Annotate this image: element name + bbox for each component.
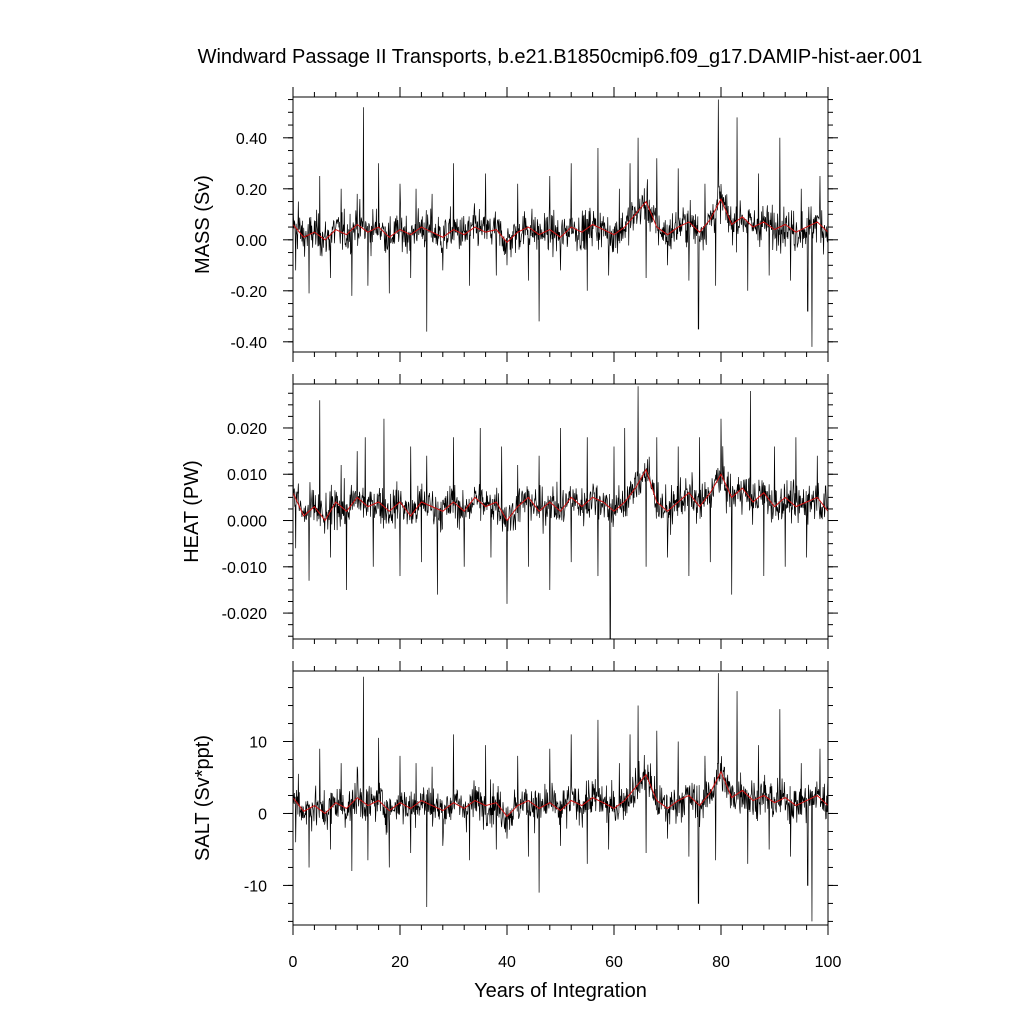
panel-mass: -0.40 -0.20 0.00 0.20 0.40 MASS (Sv) [192,87,838,362]
y-tick-label: -10 [244,878,267,895]
y-tick-label: 10 [249,735,267,752]
x-tick-label: 60 [605,954,623,971]
page-title: Windward Passage II Transports, b.e21.B1… [197,46,923,68]
x-tick-label: 40 [498,954,516,971]
y-axis-title: MASS (Sv) [192,175,214,274]
x-tick-label: 100 [815,954,842,971]
x-axis-title: Years of Integration [474,980,647,1002]
series-red-heat [293,468,828,522]
panel-heat: -0.020 -0.010 0.000 0.010 0.020 HEAT (PW) [181,374,838,649]
x-tick-label: 20 [391,954,409,971]
series-black-mass [293,99,828,347]
y-axis-title: SALT (Sv*ppt) [192,735,214,861]
y-tick-label: 0.20 [236,182,267,199]
y-tick-label: 0.00 [236,233,267,250]
y-tick-label: -0.020 [222,606,267,623]
x-tick-label: 80 [712,954,730,971]
y-tick-label: -0.40 [231,335,268,352]
y-tick-label: 0.40 [236,131,267,148]
y-tick-label: 0 [258,806,267,823]
series-red-salt [293,770,828,818]
panel-frame-mass [292,96,829,353]
y-axis-title: HEAT (PW) [181,460,203,563]
x-tick-label: 0 [289,954,298,971]
y-tick-label: 0.010 [227,467,267,484]
panel-frame-salt [292,670,829,926]
y-tick-label: -0.010 [222,560,267,577]
series-red-mass [293,197,828,244]
series-black-salt [293,673,828,922]
y-tick-label: 0.020 [227,421,267,438]
y-tick-label: 0.000 [227,514,267,531]
y-tick-label: -0.20 [231,284,268,301]
series-black-heat [293,386,828,639]
panel-frame-heat [292,383,829,640]
panel-salt: -10 0 10 SALT (Sv*ppt) 0 20 40 60 80 100 Years of … [192,661,841,1002]
